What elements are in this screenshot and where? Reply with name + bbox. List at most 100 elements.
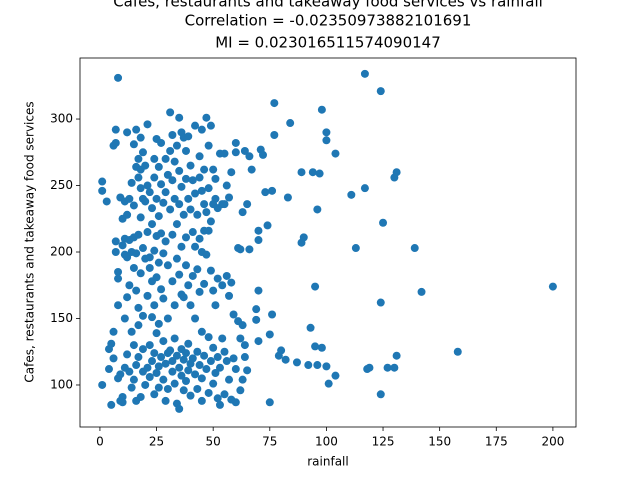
point <box>236 334 245 343</box>
point <box>136 213 145 222</box>
point <box>324 379 333 388</box>
point <box>168 277 177 286</box>
point <box>186 205 195 214</box>
point <box>145 373 154 382</box>
y-axis-label: Cafes, restaurants and takeaway food ser… <box>23 101 37 382</box>
point <box>143 181 152 190</box>
point <box>197 186 206 195</box>
point <box>220 390 229 399</box>
point <box>252 315 261 324</box>
point <box>209 379 218 388</box>
point <box>211 174 220 183</box>
point <box>186 301 195 310</box>
point <box>213 274 222 283</box>
point <box>202 250 211 259</box>
point <box>200 351 209 360</box>
point <box>170 157 179 166</box>
point <box>123 350 132 359</box>
point <box>136 184 145 193</box>
point <box>181 233 190 242</box>
chart-subtitle: MI = 0.023016511574090147 <box>215 34 441 52</box>
point <box>220 149 229 158</box>
point <box>159 249 168 258</box>
point <box>209 343 218 352</box>
point <box>111 125 120 134</box>
point <box>114 267 123 276</box>
point <box>347 190 356 199</box>
point <box>125 367 134 376</box>
point <box>270 99 279 108</box>
point <box>152 329 161 338</box>
point <box>148 204 157 213</box>
point <box>283 193 292 202</box>
point <box>206 217 215 226</box>
point <box>186 161 195 170</box>
point <box>240 341 249 350</box>
point <box>313 205 322 214</box>
point <box>229 310 238 319</box>
point <box>225 193 234 202</box>
point <box>390 363 399 372</box>
point <box>322 136 331 145</box>
point <box>206 266 215 275</box>
point <box>168 367 177 376</box>
point <box>193 347 202 356</box>
point <box>191 314 200 323</box>
point <box>261 188 270 197</box>
point <box>297 168 306 177</box>
point <box>227 168 236 177</box>
y-tick-label: 250 <box>50 178 73 192</box>
point <box>270 130 279 139</box>
point <box>168 130 177 139</box>
point <box>227 278 236 287</box>
point <box>129 201 138 210</box>
point <box>231 148 240 157</box>
point <box>184 281 193 290</box>
point <box>376 87 385 96</box>
point <box>157 138 166 147</box>
point <box>211 301 220 310</box>
point <box>204 388 213 397</box>
point <box>143 291 152 300</box>
point <box>154 383 163 392</box>
point <box>150 349 159 358</box>
point <box>453 347 462 356</box>
point <box>243 200 252 209</box>
point <box>202 365 211 374</box>
y-tick-label: 100 <box>50 377 73 391</box>
point <box>170 379 179 388</box>
point <box>118 398 127 407</box>
point <box>245 245 254 254</box>
x-axis-label: rainfall <box>307 455 348 469</box>
point <box>107 400 116 409</box>
point <box>236 386 245 395</box>
point <box>181 376 190 385</box>
point <box>179 386 188 395</box>
plot-frame <box>79 57 577 428</box>
point <box>129 375 138 384</box>
point <box>331 149 340 158</box>
point <box>231 365 240 374</box>
point <box>170 194 179 203</box>
point <box>120 314 129 323</box>
point <box>138 244 147 253</box>
point <box>211 194 220 203</box>
point <box>175 270 184 279</box>
x-tick-label: 75 <box>262 435 277 449</box>
point <box>166 146 175 155</box>
point <box>222 271 231 280</box>
point <box>136 133 145 142</box>
point <box>200 279 209 288</box>
point <box>134 303 143 312</box>
point <box>179 293 188 302</box>
point <box>150 301 159 310</box>
point <box>331 371 340 380</box>
point <box>129 263 138 272</box>
point <box>193 265 202 274</box>
point <box>195 287 204 296</box>
chart-title: Cafes, restaurants and takeaway food ser… <box>113 0 543 11</box>
point <box>138 345 147 354</box>
point <box>195 152 204 161</box>
point <box>215 400 224 409</box>
point <box>150 173 159 182</box>
